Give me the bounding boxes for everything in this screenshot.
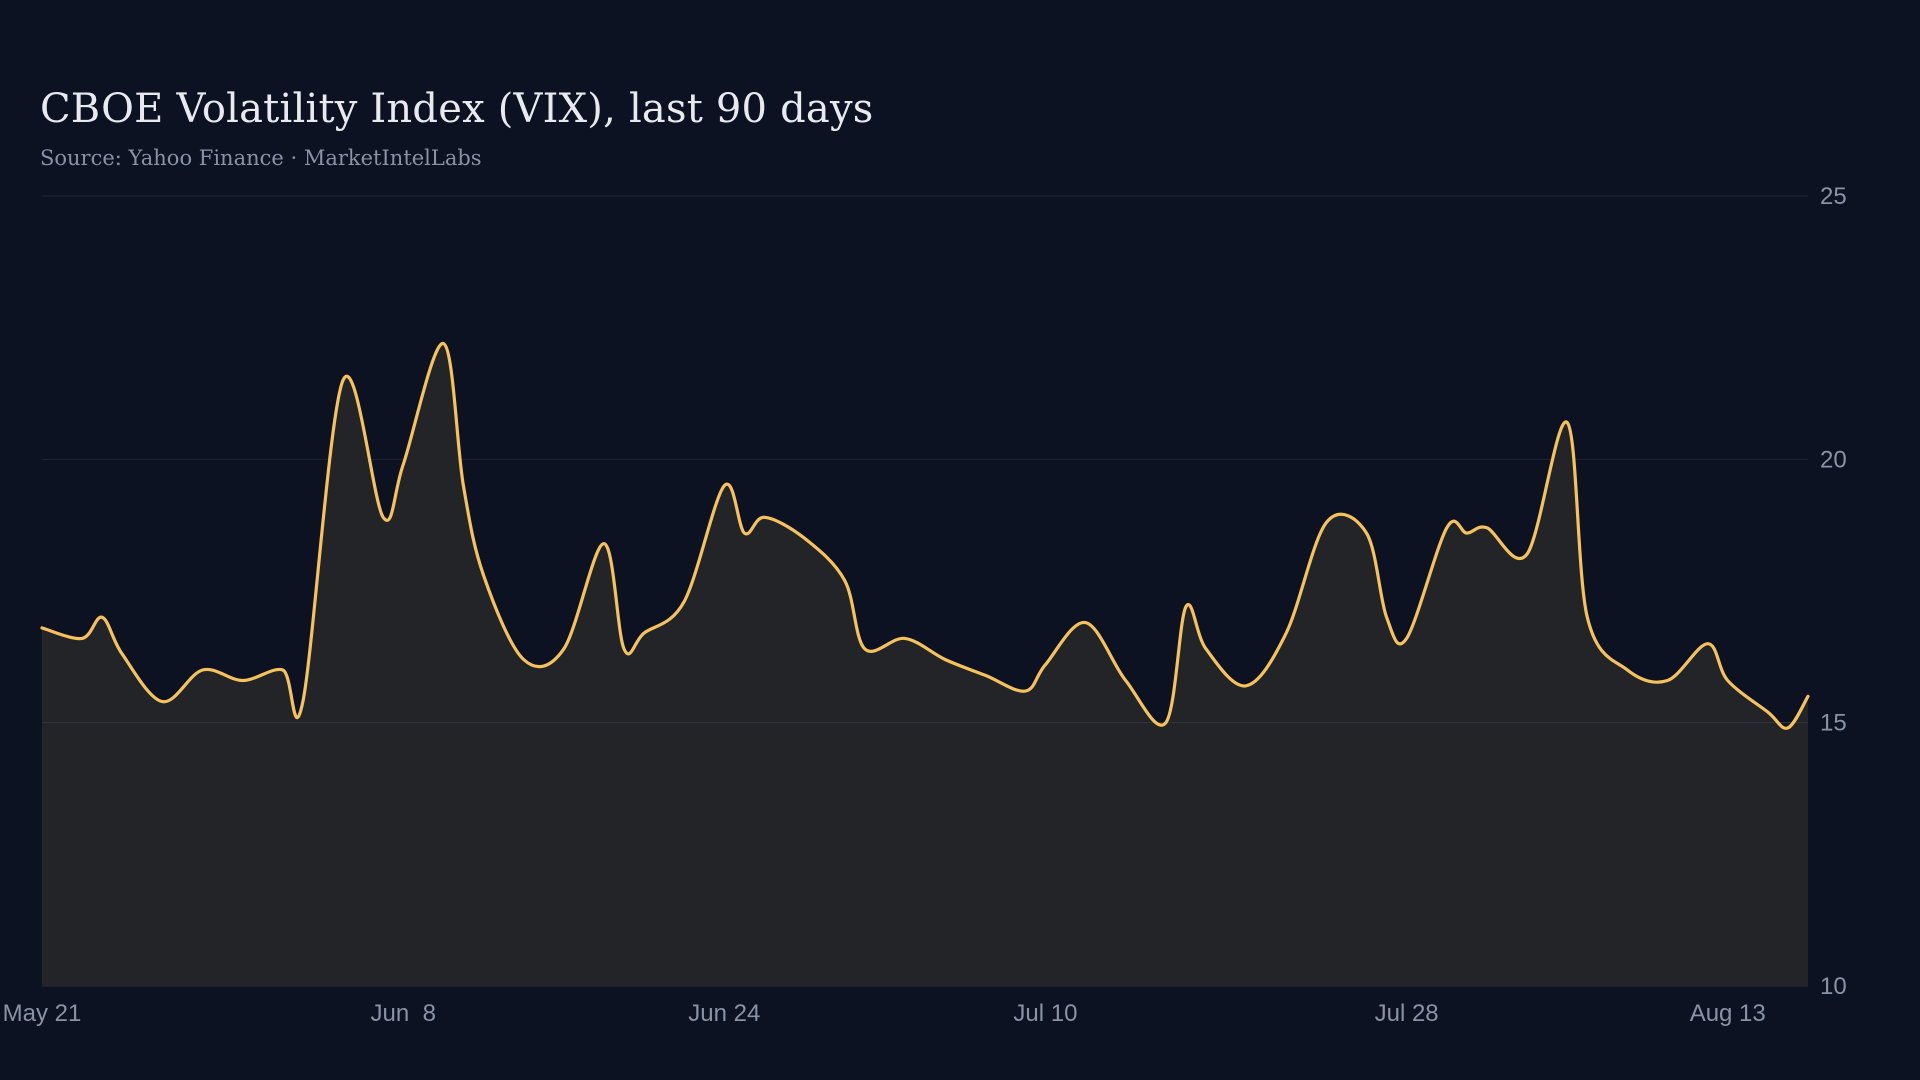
x-tick-label: Jun 8 (371, 1000, 436, 1027)
chart-title: CBOE Volatility Index (VIX), last 90 day… (40, 86, 874, 132)
y-tick-label: 25 (1820, 183, 1847, 210)
x-tick-label: Jul 10 (1013, 1000, 1077, 1027)
y-tick-label: 20 (1820, 446, 1847, 473)
chart-subtitle: Source: Yahoo Finance · MarketIntelLabs (40, 146, 482, 170)
area-fill (42, 343, 1808, 986)
x-tick-label: Aug 13 (1690, 1000, 1766, 1027)
y-tick-label: 10 (1820, 973, 1847, 1000)
x-tick-label: May 21 (3, 1000, 82, 1027)
y-tick-label: 15 (1820, 710, 1847, 737)
x-tick-label: Jun 24 (688, 1000, 760, 1027)
x-tick-label: Jul 28 (1375, 1000, 1439, 1027)
vix-series-line (40, 341, 1810, 730)
